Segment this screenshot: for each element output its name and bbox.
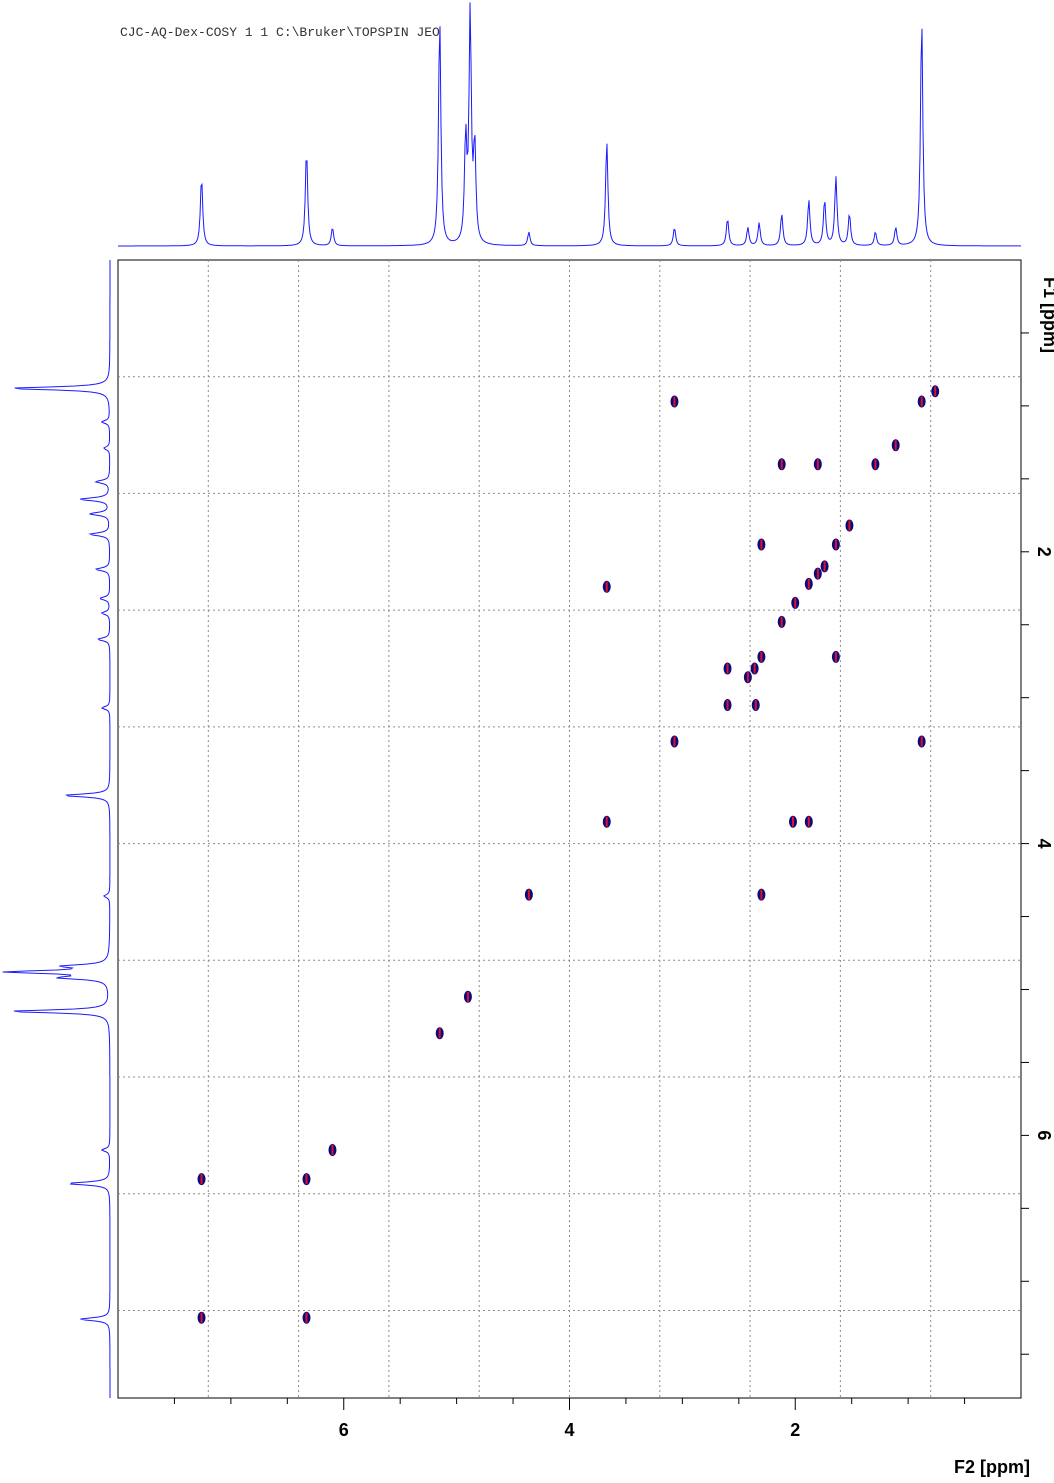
cross-peak [463,990,472,1003]
cross-peak [831,538,840,551]
f2-projection-trace [118,2,1021,247]
cross-peak [757,650,766,663]
spectrum-header-title: CJC-AQ-Dex-COSY 1 1 C:\Bruker\TOPSPIN JE… [120,25,440,40]
cross-peak [524,888,533,901]
cross-peak [831,650,840,663]
cross-peak [891,439,900,452]
cross-peak [777,458,786,471]
cross-peak [602,580,611,593]
cross-peak [804,577,813,590]
cross-peak [917,395,926,408]
cross-peak [723,662,732,675]
f1-projection-trace [2,260,111,1398]
cross-peak [777,615,786,628]
f1-axis: 2 4 6 [1021,332,1054,1355]
cross-peak [723,698,732,711]
cross-peaks [197,385,940,1324]
cross-peak [804,815,813,828]
y-tick-label: 6 [1034,1130,1054,1140]
cross-peak [670,735,679,748]
cross-peak [845,519,854,532]
cross-peak [813,458,822,471]
cross-peak [917,735,926,748]
plot-grid [118,260,1021,1398]
f1-axis-title: F1 [ppm] [1040,277,1054,353]
cross-peak [197,1173,206,1186]
f2-projection-spectrum [118,2,1021,247]
cross-peak [813,567,822,580]
y-tick-label: 4 [1034,839,1054,849]
x-tick-label: 2 [790,1420,800,1440]
cross-peak [757,538,766,551]
cross-peak [602,815,611,828]
x-tick-label: 4 [564,1420,574,1440]
x-tick-label: 6 [339,1420,349,1440]
cross-peak [197,1311,206,1324]
cross-peak [871,458,880,471]
cross-peak [435,1027,444,1040]
cross-peak [670,395,679,408]
cross-peak [757,888,766,901]
cross-peak [743,671,752,684]
cross-peak [931,385,940,398]
f2-axis-title: F2 [ppm] [954,1457,1030,1477]
cross-peak [302,1311,311,1324]
cross-peak [750,662,759,675]
f2-axis: 6 4 2 [173,1398,966,1440]
cross-peak [820,560,829,573]
cross-peak [328,1143,337,1156]
cross-peak [791,596,800,609]
cross-peak [751,698,760,711]
y-tick-label: 2 [1034,547,1054,557]
f1-projection-spectrum [2,260,111,1398]
cross-peak [788,815,797,828]
cross-peak [302,1173,311,1186]
